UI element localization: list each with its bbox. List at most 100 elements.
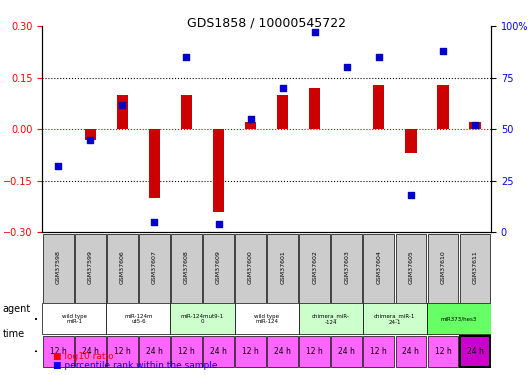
Text: 12 h: 12 h <box>50 347 67 356</box>
FancyBboxPatch shape <box>171 303 234 334</box>
Text: ■ percentile rank within the sample: ■ percentile rank within the sample <box>53 361 218 370</box>
Text: chimera_miR-
-124: chimera_miR- -124 <box>312 313 350 325</box>
Bar <box>406 129 417 153</box>
Bar <box>181 95 192 129</box>
FancyBboxPatch shape <box>75 234 106 303</box>
FancyBboxPatch shape <box>107 336 138 367</box>
Text: GSM37602: GSM37602 <box>312 251 317 284</box>
FancyBboxPatch shape <box>203 234 234 303</box>
FancyBboxPatch shape <box>106 303 171 334</box>
FancyBboxPatch shape <box>332 234 362 303</box>
Point <box>54 163 62 169</box>
Point <box>439 48 447 54</box>
Text: wild type
miR-124: wild type miR-124 <box>254 314 279 324</box>
FancyBboxPatch shape <box>363 303 427 334</box>
Text: 24 h: 24 h <box>467 347 484 356</box>
Point <box>214 221 223 227</box>
Text: GSM37611: GSM37611 <box>473 251 477 284</box>
Text: miR-124m
ut5-6: miR-124m ut5-6 <box>124 314 153 324</box>
Text: GSM37600: GSM37600 <box>248 251 253 284</box>
FancyBboxPatch shape <box>267 336 298 367</box>
FancyBboxPatch shape <box>427 303 491 334</box>
FancyBboxPatch shape <box>395 336 426 367</box>
FancyBboxPatch shape <box>267 234 298 303</box>
Point <box>407 192 415 198</box>
Text: 12 h: 12 h <box>306 347 323 356</box>
Text: GSM37610: GSM37610 <box>440 251 446 284</box>
Text: GSM37607: GSM37607 <box>152 251 157 284</box>
Bar <box>213 129 224 212</box>
Text: GSM37604: GSM37604 <box>376 251 381 284</box>
FancyBboxPatch shape <box>428 336 458 367</box>
Bar <box>437 85 449 129</box>
Bar <box>117 95 128 129</box>
FancyBboxPatch shape <box>43 234 74 303</box>
Bar <box>245 122 256 129</box>
Text: GSM37608: GSM37608 <box>184 251 189 284</box>
Point <box>471 122 479 128</box>
Text: time: time <box>3 329 25 339</box>
Bar <box>373 85 384 129</box>
FancyBboxPatch shape <box>234 303 299 334</box>
Text: miR373/hes3: miR373/hes3 <box>441 316 477 321</box>
Text: GSM37601: GSM37601 <box>280 251 285 284</box>
Point <box>86 136 95 142</box>
Bar <box>277 95 288 129</box>
Text: 24 h: 24 h <box>210 347 227 356</box>
Text: 12 h: 12 h <box>178 347 195 356</box>
FancyBboxPatch shape <box>107 234 138 303</box>
Text: 12 h: 12 h <box>242 347 259 356</box>
FancyBboxPatch shape <box>459 336 491 367</box>
Text: GSM37603: GSM37603 <box>344 251 350 284</box>
FancyBboxPatch shape <box>299 234 330 303</box>
FancyBboxPatch shape <box>299 303 363 334</box>
Text: GSM37606: GSM37606 <box>120 251 125 284</box>
Text: 24 h: 24 h <box>82 347 99 356</box>
Text: 24 h: 24 h <box>338 347 355 356</box>
FancyBboxPatch shape <box>171 336 202 367</box>
Point <box>118 102 127 108</box>
FancyBboxPatch shape <box>459 234 491 303</box>
FancyBboxPatch shape <box>43 336 74 367</box>
Text: 24 h: 24 h <box>146 347 163 356</box>
Text: GSM37609: GSM37609 <box>216 251 221 284</box>
Bar <box>469 122 480 129</box>
Point <box>247 116 255 122</box>
Point <box>278 85 287 91</box>
Bar <box>149 129 160 198</box>
Point <box>182 54 191 60</box>
FancyBboxPatch shape <box>203 336 234 367</box>
Text: 24 h: 24 h <box>402 347 419 356</box>
FancyBboxPatch shape <box>171 234 202 303</box>
Point <box>150 219 158 225</box>
Text: 24 h: 24 h <box>274 347 291 356</box>
Text: 12 h: 12 h <box>371 347 387 356</box>
Text: GSM37598: GSM37598 <box>56 251 61 284</box>
FancyBboxPatch shape <box>75 336 106 367</box>
FancyBboxPatch shape <box>363 336 394 367</box>
FancyBboxPatch shape <box>235 234 266 303</box>
Bar <box>309 88 320 129</box>
Text: GSM37599: GSM37599 <box>88 251 93 285</box>
FancyBboxPatch shape <box>395 234 426 303</box>
Point <box>375 54 383 60</box>
Bar <box>84 129 96 140</box>
FancyBboxPatch shape <box>428 234 458 303</box>
Point <box>343 64 351 70</box>
FancyBboxPatch shape <box>332 336 362 367</box>
FancyBboxPatch shape <box>139 336 170 367</box>
FancyBboxPatch shape <box>363 234 394 303</box>
Text: 12 h: 12 h <box>435 347 451 356</box>
Text: GDS1858 / 10000545722: GDS1858 / 10000545722 <box>187 17 346 30</box>
Text: ■ log10 ratio: ■ log10 ratio <box>53 352 114 361</box>
FancyBboxPatch shape <box>42 303 106 334</box>
Text: agent: agent <box>3 304 31 314</box>
FancyBboxPatch shape <box>139 234 170 303</box>
Text: 12 h: 12 h <box>114 347 131 356</box>
Text: GSM37605: GSM37605 <box>408 251 413 284</box>
FancyBboxPatch shape <box>299 336 330 367</box>
Text: miR-124mut9-1
0: miR-124mut9-1 0 <box>181 314 224 324</box>
Text: wild type
miR-1: wild type miR-1 <box>62 314 87 324</box>
Text: chimera_miR-1
24-1: chimera_miR-1 24-1 <box>374 313 416 325</box>
FancyBboxPatch shape <box>235 336 266 367</box>
